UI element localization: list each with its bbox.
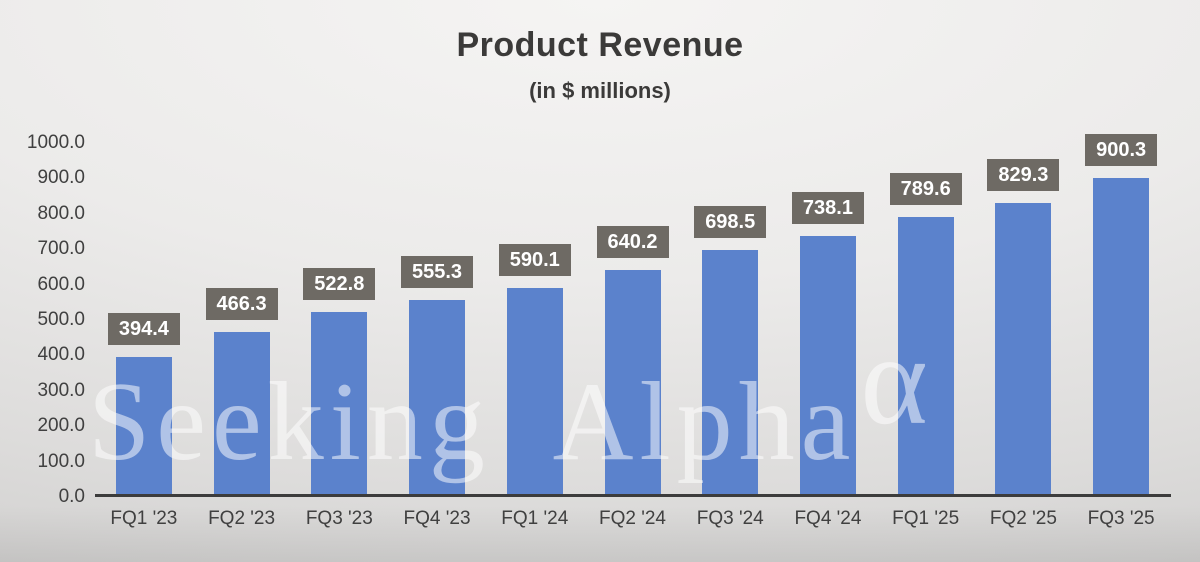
y-tick-label: 400.0 <box>37 344 85 366</box>
x-tick-label: FQ2 '25 <box>989 508 1057 529</box>
x-tick-label: FQ4 '24 <box>794 508 862 529</box>
bar <box>506 288 563 495</box>
bar-value-label: 789.6 <box>889 173 962 206</box>
y-tick-label: 300.0 <box>37 379 85 401</box>
bar-value-label: 590.1 <box>498 244 571 277</box>
y-tick-label: 1000.0 <box>26 132 85 153</box>
x-tick-label: FQ2 '23 <box>208 508 276 529</box>
y-tick-label: 600.0 <box>37 273 85 295</box>
bar <box>799 235 856 495</box>
y-tick-label: 500.0 <box>37 309 85 330</box>
y-tick-label: 700.0 <box>37 238 85 260</box>
x-tick-label: FQ1 '23 <box>110 508 178 529</box>
x-tick-label: FQ3 '24 <box>696 508 764 529</box>
bar-value-label: 900.3 <box>1085 134 1158 167</box>
bar <box>409 300 466 495</box>
y-tick-label: 200.0 <box>37 415 85 437</box>
chart-subtitle: (in $ millions) <box>529 78 671 103</box>
x-tick-label: FQ2 '24 <box>599 508 666 529</box>
bar <box>897 217 954 495</box>
bar <box>995 203 1052 495</box>
x-tick-label: FQ1 '24 <box>501 508 569 529</box>
bar <box>1093 178 1150 495</box>
bar-value-label: 640.2 <box>596 226 669 259</box>
x-tick-label: FQ3 '23 <box>305 508 373 529</box>
bar-value-label: 829.3 <box>987 159 1060 192</box>
bar <box>702 249 759 495</box>
y-tick-label: 900.0 <box>37 167 85 189</box>
bar-value-label: 394.4 <box>107 313 180 346</box>
bar-value-label: 522.8 <box>303 267 376 300</box>
y-tick-label: 100.0 <box>37 450 85 472</box>
bar-value-label: 466.3 <box>205 287 278 320</box>
x-tick-label: FQ3 '25 <box>1087 508 1155 529</box>
bar <box>604 270 661 495</box>
y-tick-label: 800.0 <box>37 202 85 224</box>
x-tick-label: FQ4 '23 <box>403 508 471 529</box>
bar <box>213 331 270 495</box>
bar <box>311 311 368 495</box>
x-axis-line <box>95 494 1171 497</box>
bar-value-label: 555.3 <box>401 256 474 289</box>
x-tick-label: FQ1 '25 <box>892 508 960 529</box>
chart-title: Product Revenue <box>456 26 744 64</box>
bar <box>115 357 172 495</box>
bar-value-label: 738.1 <box>791 191 864 224</box>
bar-value-label: 698.5 <box>694 205 767 238</box>
y-tick-label: 0.0 <box>58 486 85 507</box>
